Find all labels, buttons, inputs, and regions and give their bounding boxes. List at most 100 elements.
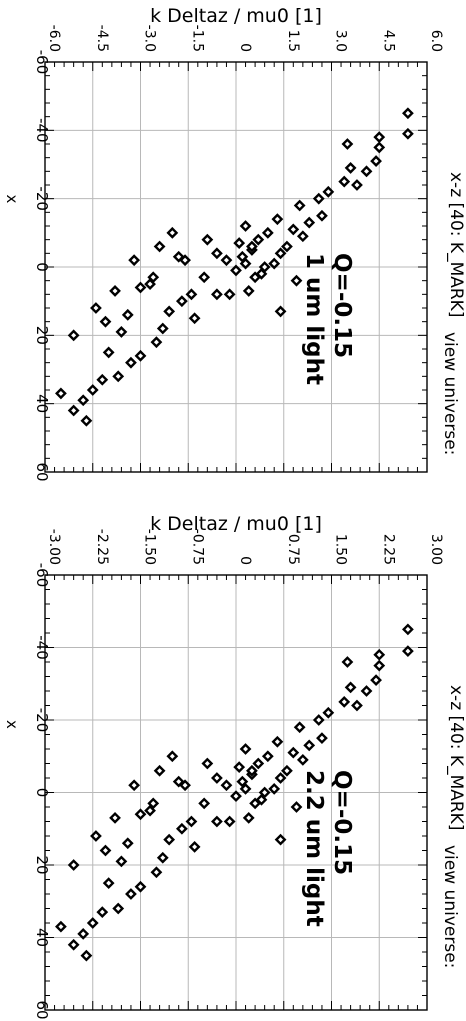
data-point <box>134 880 147 893</box>
data-point <box>322 706 335 719</box>
data-point <box>351 699 363 712</box>
data-point <box>86 384 99 396</box>
y-tick-label: 0.75 <box>285 534 301 565</box>
data-point <box>341 656 354 668</box>
y-tick-label: 3.0 <box>333 30 349 52</box>
data-point <box>125 356 137 369</box>
x-tick-label: 40 <box>33 928 51 947</box>
data-point <box>147 797 160 810</box>
annotation-line-1: Q=-0.15 <box>329 253 355 358</box>
data-point <box>351 179 363 191</box>
data-point <box>67 329 80 342</box>
data-point <box>96 373 109 386</box>
data-point <box>239 743 252 755</box>
data-point <box>67 404 80 417</box>
data-point <box>112 370 125 383</box>
x-tick-label: -40 <box>33 635 51 660</box>
data-point <box>360 685 373 697</box>
data-point <box>198 271 211 284</box>
y-tick-label: 0 <box>237 556 253 565</box>
y-tick-label: 0 <box>237 43 253 52</box>
x-axis-title: x <box>3 195 21 204</box>
data-point <box>211 772 223 784</box>
y-tick-label: -3.00 <box>46 529 62 565</box>
data-point <box>134 349 147 362</box>
x-tick-label: -20 <box>33 708 51 733</box>
x-tick-label: -60 <box>33 50 51 75</box>
y-tick-label: -3.0 <box>142 25 158 52</box>
chart-panel-2: -60 -40 -20 0 20 40 60 -3.00 -2.25 -1.50 -0.75 0 0.7… <box>3 513 466 1020</box>
data-point <box>220 779 233 792</box>
data-point <box>211 815 223 828</box>
data-point <box>67 859 80 871</box>
data-point <box>201 233 214 246</box>
data-point <box>312 192 325 205</box>
data-point <box>274 305 287 318</box>
data-point <box>77 394 90 407</box>
data-point <box>252 233 265 246</box>
data-point <box>344 681 357 694</box>
data-point <box>185 288 198 301</box>
side-label: x-z [40: K_MARK] <box>446 172 466 317</box>
data-point <box>296 753 309 766</box>
data-point <box>370 155 382 167</box>
data-point <box>236 250 249 263</box>
data-point <box>144 804 156 817</box>
data-point <box>242 285 255 297</box>
data-point <box>287 223 300 236</box>
data-point <box>150 336 163 349</box>
y-tick-label: 6.0 <box>428 30 444 52</box>
data-point <box>223 815 236 828</box>
data-point <box>268 782 281 795</box>
data-point <box>153 240 166 253</box>
x-tick-label: 40 <box>33 394 51 413</box>
data-point <box>163 305 176 318</box>
data-point <box>303 739 316 752</box>
data-point <box>255 267 268 280</box>
data-point <box>179 254 191 267</box>
data-point <box>153 764 166 777</box>
data-point <box>373 659 386 672</box>
x-tick-label: 20 <box>33 326 51 345</box>
data-point <box>125 888 137 900</box>
data-point <box>261 750 274 763</box>
data-point <box>316 732 328 745</box>
data-point <box>242 811 255 824</box>
data-point <box>156 851 169 864</box>
x-tick-label: 60 <box>33 1000 51 1019</box>
data-point <box>134 808 147 821</box>
data-point <box>293 721 306 734</box>
data-point <box>198 797 211 810</box>
data-point <box>402 623 414 636</box>
y-tick-label: -6.0 <box>46 25 62 52</box>
data-point <box>223 288 236 301</box>
data-point <box>86 917 99 929</box>
data-point <box>99 844 112 857</box>
y-tick-label: -0.75 <box>189 529 205 565</box>
data-point <box>175 822 188 835</box>
data-point <box>255 793 268 806</box>
side-label-extra: view universe: <box>440 332 460 455</box>
data-point <box>373 131 386 144</box>
data-point <box>344 162 357 174</box>
data-point <box>338 695 351 708</box>
data-point <box>281 240 293 253</box>
data-point <box>121 837 134 850</box>
data-point <box>287 746 300 759</box>
data-point <box>166 226 179 239</box>
data-point <box>402 127 414 140</box>
data-point <box>77 927 90 940</box>
data-point <box>188 840 201 853</box>
data-point <box>239 782 252 795</box>
data-point <box>99 315 112 328</box>
data-point <box>201 757 214 770</box>
y-tick-label: -2.25 <box>94 529 110 565</box>
data-point <box>166 750 179 763</box>
data-point <box>67 938 80 951</box>
data-point <box>402 107 414 120</box>
data-point <box>239 220 252 232</box>
x-tick-label: 0 <box>33 262 51 272</box>
x-tick-label: -60 <box>33 563 51 588</box>
data-point <box>373 648 386 661</box>
data-point <box>128 779 141 792</box>
